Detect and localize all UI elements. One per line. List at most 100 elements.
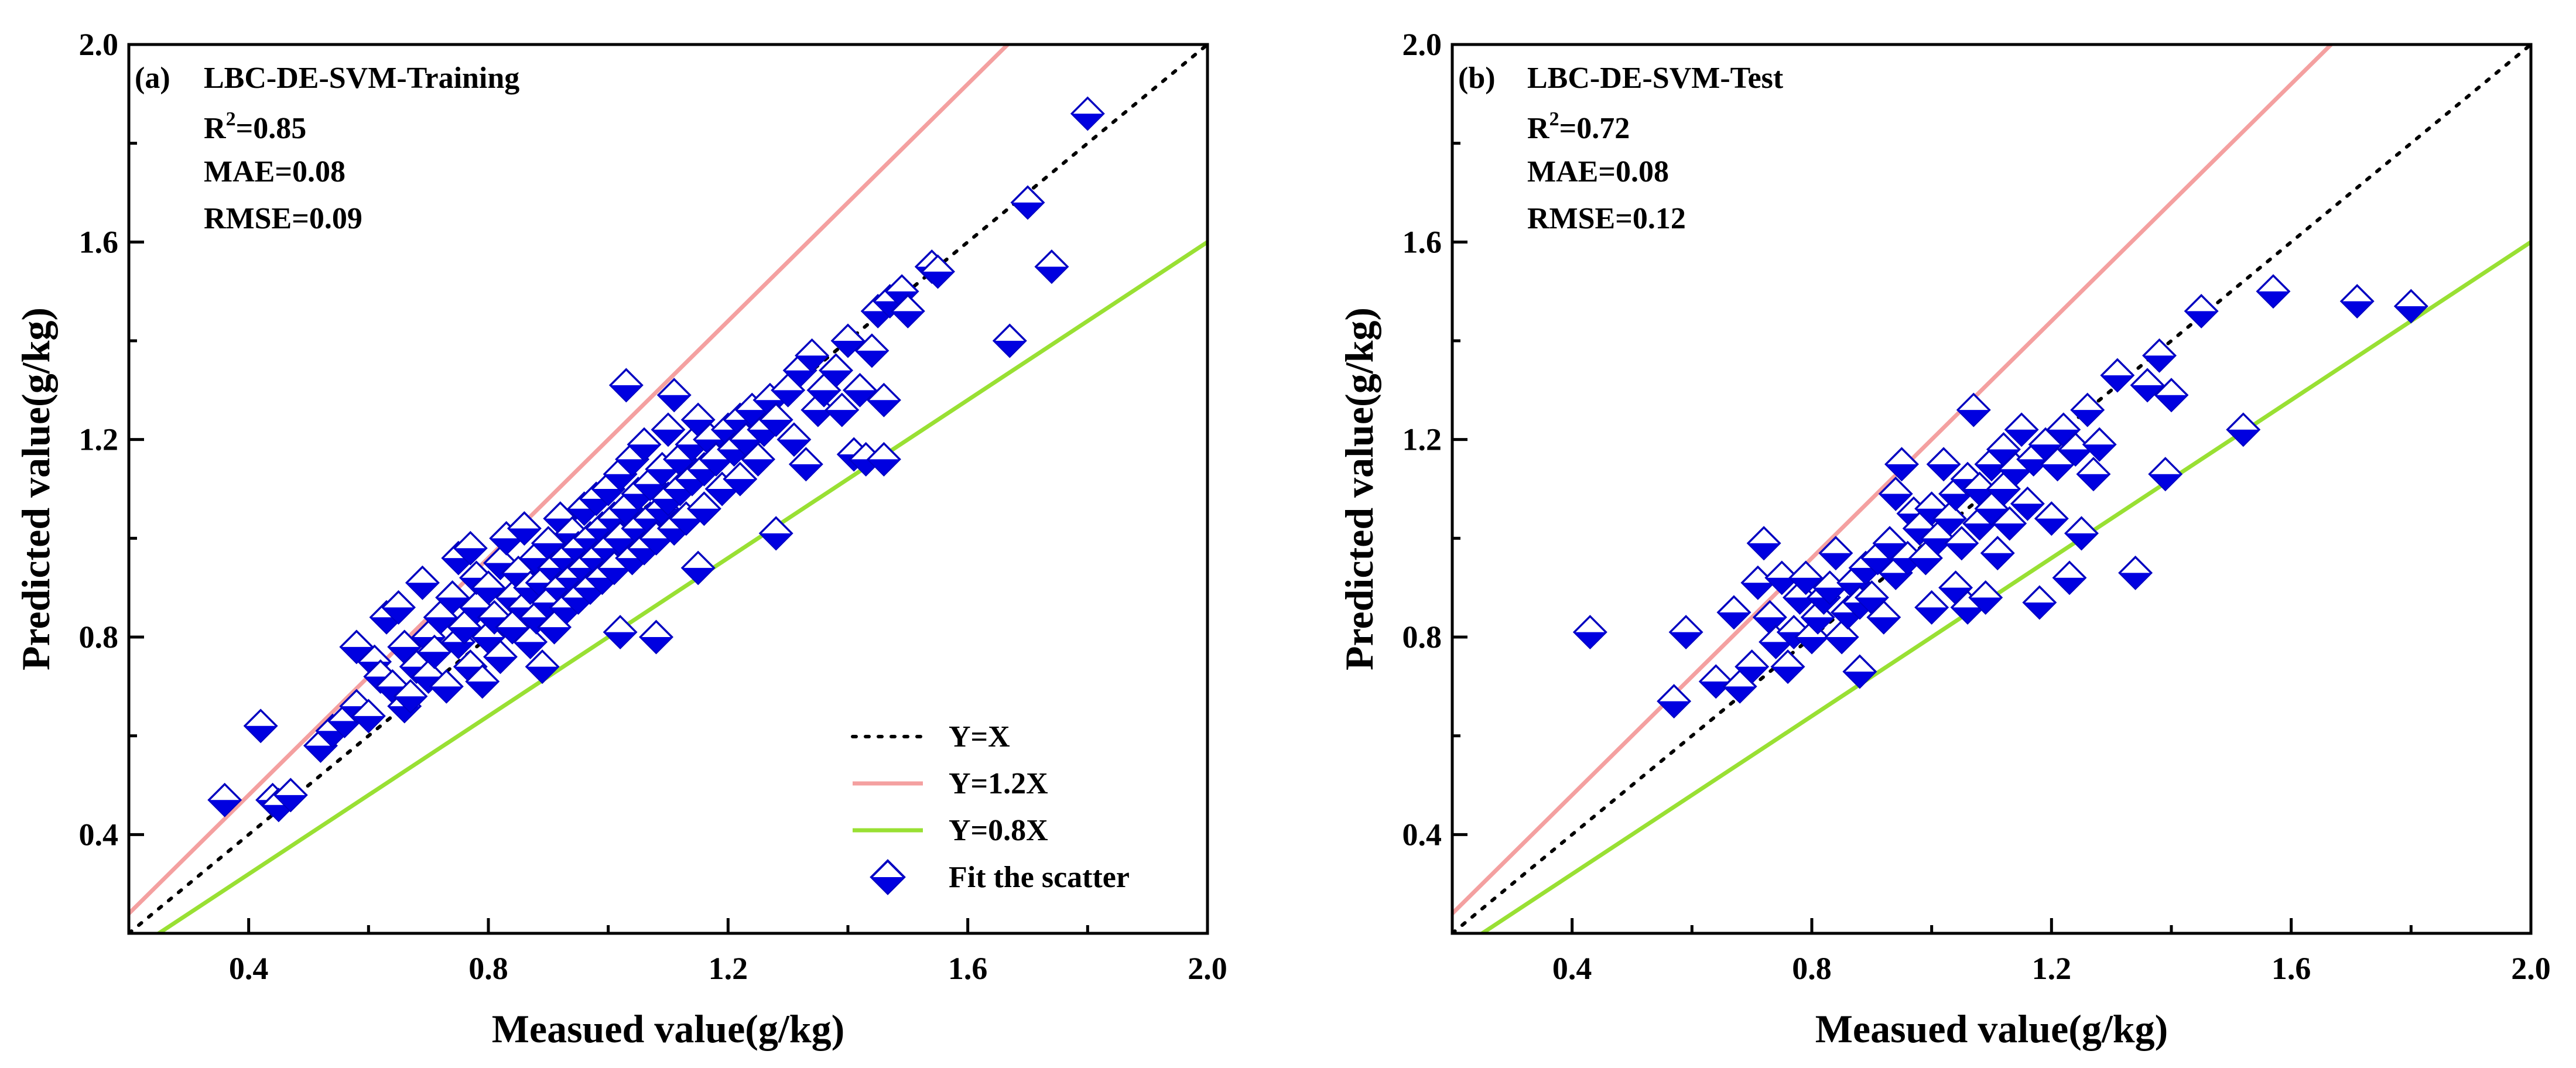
panel-a-scatter-point bbox=[788, 447, 823, 482]
panel-b-scatter-point bbox=[1866, 600, 1901, 635]
panel-a-plot-area bbox=[129, 44, 1207, 933]
panel-b-x-tick-label: 0.8 bbox=[1792, 951, 1832, 986]
panel-b-scatter-point bbox=[1878, 476, 1913, 511]
panel-a-scatter-point bbox=[741, 441, 775, 477]
panel-a-scatter-point bbox=[758, 516, 793, 551]
panel-a-scatter-point bbox=[866, 441, 901, 477]
panel-b-plot-frame bbox=[1451, 43, 2533, 935]
panel-b-scatter-point bbox=[2118, 555, 2153, 590]
panel-a-scatter-point bbox=[273, 778, 308, 813]
panel-a-r2-sup: 2 bbox=[226, 108, 236, 130]
panel-a-scatter-point bbox=[381, 590, 416, 625]
panel-b-scatter-point bbox=[1735, 649, 1770, 684]
panel-b-scatter-point bbox=[2058, 432, 2093, 467]
panel-a-scatter-point bbox=[507, 511, 542, 546]
panel-b-label: (b) bbox=[1458, 61, 1496, 95]
panel-b-scatter-point bbox=[1770, 649, 1805, 684]
panel-b-scatter-point bbox=[1740, 565, 1776, 600]
panel-a-scatter-point bbox=[465, 664, 500, 699]
panel-b-scatter-point bbox=[2052, 560, 2087, 595]
panel-b-y-tick-label: 0.4 bbox=[1402, 817, 1442, 852]
legend: Y=X Y=1.2X Y=0.8X Fit the scatter bbox=[851, 720, 1130, 895]
legend-diamond-fill bbox=[871, 877, 904, 894]
panel-a-scatter-point bbox=[483, 639, 518, 675]
panel-a-scatter-point bbox=[435, 580, 470, 615]
panel-a-scatter-point bbox=[1070, 96, 1105, 131]
panel-b-r2-sup: 2 bbox=[1549, 108, 1559, 130]
panel-b-scatter-point bbox=[2100, 358, 2135, 393]
panel-a-scatter-point bbox=[393, 679, 428, 714]
panel-b-scatter-point bbox=[1698, 664, 1733, 699]
panel-a-rmse: RMSE=0.09 bbox=[204, 202, 362, 235]
panel-b-y-axis-title: Predicted value(g/kg) bbox=[1337, 307, 1381, 670]
panel-a-scatter-point bbox=[429, 669, 464, 704]
panel-a-scatter-point bbox=[992, 323, 1027, 358]
panel-b-y-tick-label: 0.8 bbox=[1402, 619, 1442, 655]
panel-a-r2-value: =0.85 bbox=[236, 112, 307, 145]
panel-b-x-axis-title: Measued value(g/kg) bbox=[1815, 1007, 2168, 1051]
panel-b-scatter-point bbox=[1746, 526, 1781, 561]
panel-a-scatter-point bbox=[758, 402, 793, 437]
panel-a-line-y-0-8x bbox=[155, 239, 1207, 933]
panel-a-scatter-point bbox=[525, 649, 560, 684]
panel-a-label: (a) bbox=[135, 61, 170, 95]
panel-a-scatter-point bbox=[723, 461, 758, 497]
panel-a-scatter-point bbox=[471, 570, 506, 605]
panel-b-scatter-point bbox=[2034, 501, 2069, 536]
panel-b-scatter-point bbox=[2226, 412, 2261, 447]
panel-b-scatter-point bbox=[2064, 516, 2099, 551]
panel-b-scatter-point bbox=[2142, 338, 2177, 373]
panel-a-x-tick-label: 2.0 bbox=[1188, 951, 1227, 986]
panel-b-scatter-point bbox=[1788, 560, 1824, 595]
panel-a-x-tick-label: 1.6 bbox=[948, 951, 988, 986]
panel-a-scatter-point bbox=[651, 412, 686, 447]
panel-b-y-tick-label: 1.6 bbox=[1402, 224, 1442, 259]
legend-label-y-equals-x: Y=X bbox=[949, 720, 1010, 754]
panel-b-mae: MAE=0.08 bbox=[1527, 155, 1669, 189]
panel-a-scatter-point bbox=[207, 782, 242, 817]
panel-b-r2-value: =0.72 bbox=[1559, 112, 1630, 145]
panel-b-scatter-point bbox=[2022, 585, 2057, 620]
panel-a-y-tick-label: 0.8 bbox=[79, 619, 119, 655]
panel-a-y-tick-label: 1.6 bbox=[79, 224, 119, 259]
panel-b-scatter-point bbox=[1657, 684, 1692, 719]
panel-b-scatter-point bbox=[2339, 284, 2375, 319]
panel-b-scatter-point bbox=[2256, 274, 2291, 309]
panel-b-scatter-point bbox=[1926, 447, 1961, 482]
panel-a-scatter-point bbox=[825, 392, 860, 427]
panel-a-scatter-point bbox=[842, 372, 877, 408]
panel-b-scatter-point bbox=[2184, 293, 2219, 328]
panel-b-scatter-point bbox=[2004, 412, 2039, 447]
panel-b-scatter-point bbox=[1842, 654, 1877, 689]
panel-b-r2: R2=0.72 bbox=[1527, 108, 1630, 145]
panel-b-y-tick-label: 2.0 bbox=[1402, 27, 1442, 62]
panel-a-scatter-point bbox=[854, 333, 890, 368]
panel-b-scatter-point bbox=[1980, 536, 2015, 571]
panel-b-scatter-point bbox=[2393, 289, 2428, 324]
panel-b-ticks: 0.4 0.8 1.2 1.6 2.0 0.4 0.8 1.2 1.6 2.0 bbox=[1402, 27, 2551, 986]
panel-a-scatter-point bbox=[795, 338, 830, 373]
panel-a-scatter-point bbox=[639, 619, 674, 655]
panel-b-y-tick-label: 1.2 bbox=[1402, 422, 1442, 457]
panel-b-scatter-point bbox=[1716, 595, 1751, 630]
panel-a-r2: R2=0.85 bbox=[204, 108, 306, 145]
panel-b-r2-prefix: R bbox=[1527, 112, 1550, 145]
panel-a-y-tick-label: 1.2 bbox=[79, 422, 119, 457]
panel-b-marks bbox=[1452, 44, 2531, 933]
panel-a-scatter-point bbox=[890, 293, 925, 328]
panel-a-training: 0.4 0.8 1.2 1.6 2.0 0.4 0.8 1.2 1.6 2.0 (a) LBC-D… bbox=[13, 27, 1227, 1051]
panel-b-scatter-point bbox=[1884, 447, 1919, 482]
panel-a-y-tick-label: 0.4 bbox=[79, 817, 119, 852]
panel-b-x-tick-label: 1.2 bbox=[2032, 951, 2072, 986]
legend-label-y-0-8x: Y=0.8X bbox=[949, 814, 1048, 847]
panel-a-scatter-point bbox=[1010, 185, 1045, 220]
panel-b-line-y-1-2x bbox=[1452, 44, 2334, 916]
legend-label-fit-the-scatter: Fit the scatter bbox=[949, 861, 1130, 894]
panel-a-scatter-point bbox=[686, 491, 721, 526]
legend-label-y-1-2x: Y=1.2X bbox=[949, 767, 1048, 800]
panel-b-scatter-point bbox=[2070, 392, 2105, 427]
panel-a-scatter-point bbox=[776, 422, 812, 457]
panel-b-scatter-point bbox=[2154, 378, 2189, 413]
panel-a-scatter-point bbox=[513, 624, 548, 659]
panel-a-scatter-point bbox=[405, 565, 440, 600]
